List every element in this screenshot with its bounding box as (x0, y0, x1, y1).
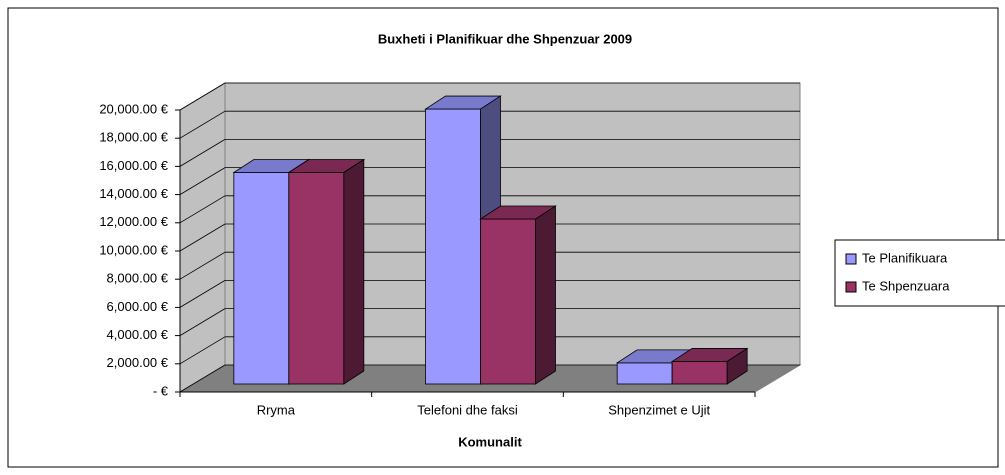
grid-line (179, 364, 226, 393)
bar-side (726, 347, 748, 385)
bar (288, 172, 345, 385)
grid-line (179, 195, 226, 224)
y-tick-label: 14,000.00 € (99, 186, 168, 201)
y-tick-label: 10,000.00 € (99, 242, 168, 257)
grid-line (179, 251, 226, 280)
chart-title: Buxheti i Planifikuar dhe Shpenzuar 2009 (378, 31, 632, 46)
y-tick-label: 2,000.00 € (107, 355, 169, 370)
bar (233, 172, 290, 385)
bar (480, 218, 536, 385)
y-tick-label: - € (153, 383, 169, 398)
x-tick-label: Rryma (257, 402, 296, 417)
x-axis-title: Komunalit (458, 434, 522, 449)
grid-line (179, 336, 226, 365)
grid-line (179, 139, 226, 167)
legend-swatch (845, 281, 857, 293)
bar-side (535, 205, 556, 385)
legend-label: Te Planifikuara (862, 250, 948, 265)
legend-swatch (845, 253, 857, 265)
legend-box (834, 239, 1005, 307)
bar (425, 108, 481, 385)
grid-line (179, 167, 226, 195)
y-tick-label: 8,000.00 € (107, 271, 169, 286)
x-tick-label: Telefoni dhe faksi (417, 402, 518, 417)
bar (671, 361, 728, 385)
y-tick-label: 12,000.00 € (99, 214, 168, 229)
x-tick-label: Shpenzimet e Ujit (608, 402, 710, 417)
grid-line (179, 82, 226, 111)
y-tick-label: 18,000.00 € (99, 130, 168, 145)
bar (616, 362, 673, 385)
grid-line (179, 280, 226, 308)
grid-line (179, 110, 226, 139)
y-tick-label: 6,000.00 € (107, 299, 169, 314)
grid-line (179, 308, 226, 336)
y-tick-label: 4,000.00 € (107, 327, 169, 342)
legend-label: Te Shpenzuara (862, 278, 950, 293)
grid-line (179, 223, 226, 252)
bar-side (343, 158, 365, 385)
y-tick-label: 20,000.00 € (99, 101, 168, 116)
y-tick-label: 16,000.00 € (99, 158, 168, 173)
